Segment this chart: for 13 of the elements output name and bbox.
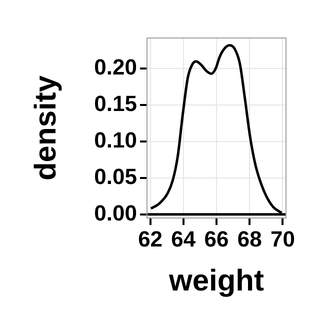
y-tick-label: 0.10 [94,128,137,153]
y-axis-title: density [29,75,62,181]
y-tick-label: 0.00 [94,200,137,226]
x-tick-label: 62 [138,226,163,252]
y-tick-label: 0.20 [94,54,137,80]
x-tick-label: 64 [171,226,196,252]
line-series [150,44,283,214]
x-tick-label: 70 [270,226,295,252]
x-axis-title: weight [168,264,264,298]
y-tick-label: 0.15 [94,91,137,116]
x-tick-label: 68 [237,226,262,252]
y-tick-label: 0.05 [94,164,137,189]
x-tick-label: 66 [204,226,229,252]
